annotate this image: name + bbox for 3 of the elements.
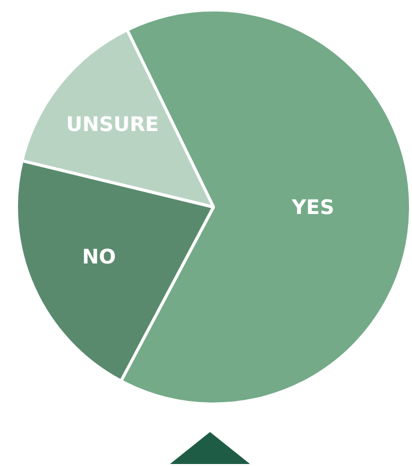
slice-label: UNSURE bbox=[66, 112, 159, 136]
slice-label: NO bbox=[82, 244, 116, 269]
slice-label: YES bbox=[290, 194, 334, 219]
